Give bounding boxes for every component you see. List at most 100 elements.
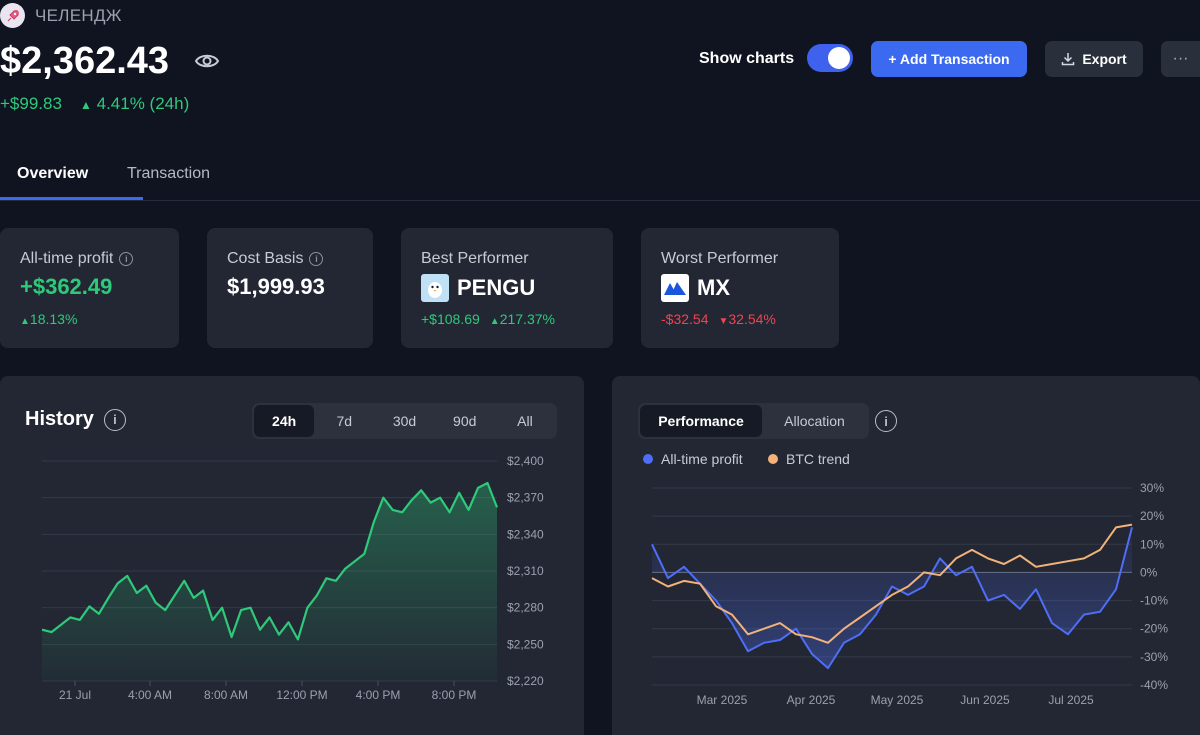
profit-area (652, 527, 1132, 669)
total-value: $2,362.43 (0, 40, 170, 82)
card-label: Cost Basis i (227, 250, 324, 268)
best-performer-change-abs: +$108.69 (421, 311, 480, 327)
best-performer-asset: PENGU (421, 274, 535, 302)
tab-divider (0, 200, 1200, 201)
x-tick-label: Apr 2025 (787, 693, 836, 707)
add-transaction-button[interactable]: + Add Transaction (871, 41, 1027, 77)
y-tick-label: -20% (1140, 622, 1168, 636)
mx-logo-icon (661, 274, 689, 302)
performance-tab-selector: Performance Allocation (638, 403, 869, 439)
range-24h[interactable]: 24h (254, 405, 315, 437)
y-tick-label: $2,400 (507, 454, 544, 468)
x-tick-label: 8:00 AM (204, 688, 248, 702)
triangle-up-icon: ▲ (80, 98, 92, 112)
profit-line (651, 527, 1133, 670)
history-chart: $2,400 $2,370 $2,340 $2,310 $2,280 $2,250 $2,2… (41, 454, 544, 702)
worst-performer-asset: MX (661, 274, 730, 302)
card-best-performer: Best Performer PENGU +$108.69 ▲217.37% (401, 228, 613, 348)
eye-icon[interactable] (194, 50, 220, 77)
info-icon[interactable]: i (103, 408, 126, 431)
best-performer-change: +$108.69 ▲217.37% (421, 311, 555, 327)
download-icon (1062, 53, 1075, 66)
toggle-knob (828, 47, 850, 69)
y-tick-label: $2,340 (507, 527, 544, 541)
triangle-up-icon: ▲ (20, 316, 30, 327)
all-time-profit-label: All-time profit (20, 250, 114, 267)
x-tick-label: 21 Jul (59, 688, 91, 702)
active-tab-indicator (0, 197, 143, 200)
cost-basis-label: Cost Basis (227, 250, 304, 267)
legend-dot (768, 454, 778, 464)
range-90d[interactable]: 90d (453, 413, 477, 429)
history-range-selector: 24h 7d 30d 90d All (252, 403, 557, 439)
x-tick-label: 4:00 PM (356, 688, 401, 702)
rocket-icon (7, 9, 19, 21)
y-tick-label: -40% (1140, 678, 1168, 692)
y-tick-label: $2,250 (507, 637, 544, 651)
card-cost-basis: Cost Basis i $1,999.93 (207, 228, 373, 348)
x-tick-label: 12:00 PM (276, 688, 327, 702)
card-label: All-time profit i (20, 250, 134, 268)
info-icon[interactable]: i (309, 252, 324, 266)
more-options-button[interactable]: ··· (1161, 41, 1200, 77)
legend-item-btc: BTC trend (768, 451, 850, 467)
card-worst-performer: Worst Performer MX -$32.54 ▼32.54% (641, 228, 839, 348)
y-tick-label: $2,370 (507, 491, 544, 505)
legend-dot (643, 454, 653, 464)
portfolio-logo (0, 3, 25, 28)
legend-label: BTC trend (786, 451, 850, 467)
change-percent-text: 4.41% (24h) (96, 94, 190, 113)
export-label: Export (1082, 51, 1127, 67)
tab-allocation[interactable]: Allocation (784, 413, 845, 429)
y-tick-label: 0% (1140, 565, 1158, 579)
history-area (42, 483, 497, 681)
pengu-logo-icon (421, 274, 449, 302)
best-performer-change-pct: 217.37% (499, 311, 555, 327)
x-tick-label: Mar 2025 (697, 693, 748, 707)
y-tick-label: $2,220 (507, 674, 544, 688)
card-all-time-profit: All-time profit i +$362.49 ▲18.13% (0, 228, 179, 348)
worst-performer-symbol: MX (697, 275, 730, 300)
history-line (41, 481, 499, 641)
change-percent: ▲ 4.41% (24h) (80, 94, 189, 114)
triangle-up-icon: ▲ (489, 316, 500, 327)
change-absolute: +$99.83 (0, 94, 62, 113)
history-title: History i (25, 408, 126, 431)
best-performer-label: Best Performer (421, 250, 529, 267)
triangle-down-icon: ▼ (718, 316, 729, 327)
x-tick-label: Jul 2025 (1048, 693, 1094, 707)
info-icon[interactable]: i (875, 410, 897, 432)
y-tick-label: $2,310 (507, 564, 544, 578)
show-charts-toggle[interactable] (807, 44, 853, 72)
tab-overview[interactable]: Overview (17, 165, 89, 182)
range-all[interactable]: All (517, 413, 533, 429)
x-tick-label: 8:00 PM (432, 688, 477, 702)
legend-label: All-time profit (661, 451, 743, 467)
all-time-profit-value: +$362.49 (20, 274, 113, 299)
legend-item-profit: All-time profit (643, 451, 743, 467)
btc-trend-line (651, 523, 1133, 644)
show-charts-label: Show charts (699, 50, 795, 67)
y-tick-label: $2,280 (507, 601, 544, 615)
all-time-profit-pct: ▲18.13% (20, 311, 77, 327)
history-title-text: History (25, 408, 94, 430)
worst-performer-change-abs: -$32.54 (661, 311, 709, 327)
performance-chart: 30% 20% 10% 0% -10% -20% -30% -40% Mar 2025 Apr 2… (651, 481, 1168, 707)
info-icon[interactable]: i (119, 252, 134, 266)
y-tick-label: -10% (1140, 594, 1168, 608)
worst-performer-label: Worst Performer (661, 250, 779, 267)
portfolio-name: ЧЕЛЕНДЖ (35, 6, 122, 25)
all-time-profit-pct-text: 18.13% (29, 311, 78, 327)
x-tick-label: Jun 2025 (960, 693, 1010, 707)
y-tick-label: 20% (1140, 509, 1164, 523)
range-7d[interactable]: 7d (336, 413, 353, 429)
tab-transaction[interactable]: Transaction (127, 165, 210, 182)
x-tick-label: May 2025 (871, 693, 924, 707)
worst-performer-change-pct: 32.54% (728, 311, 776, 327)
export-button[interactable]: Export (1045, 41, 1143, 77)
tab-performance[interactable]: Performance (640, 405, 762, 437)
y-tick-label: -30% (1140, 650, 1168, 664)
x-tick-label: 4:00 AM (128, 688, 172, 702)
range-30d[interactable]: 30d (392, 413, 417, 429)
best-performer-symbol: PENGU (457, 275, 536, 300)
